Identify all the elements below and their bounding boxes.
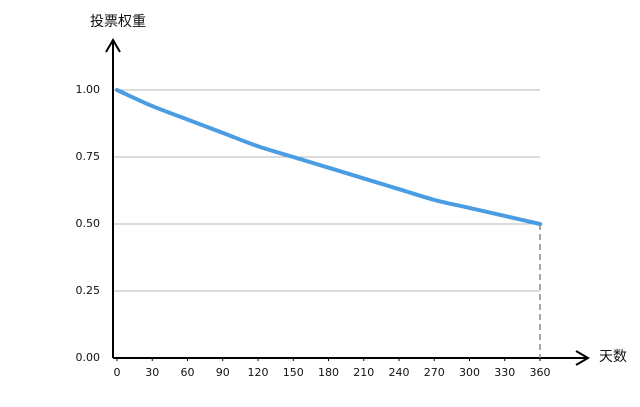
x-axis <box>113 350 590 366</box>
x-tick-label: 180 <box>318 366 339 379</box>
y-tick-label: 0.25 <box>76 284 101 297</box>
x-tick-label: 60 <box>181 366 195 379</box>
y-tick-label: 0.75 <box>76 150 101 163</box>
x-tick-label: 270 <box>424 366 445 379</box>
x-tick-label: 0 <box>114 366 121 379</box>
x-axis-label: 天数 <box>599 349 627 365</box>
y-tick-label: 0.50 <box>76 217 101 230</box>
y-axis <box>105 38 121 358</box>
x-tick-label: 240 <box>389 366 410 379</box>
y-tick-label: 1.00 <box>76 83 101 96</box>
x-tick-label: 330 <box>494 366 515 379</box>
x-tick-label: 30 <box>145 366 159 379</box>
x-tick-label: 210 <box>353 366 374 379</box>
x-tick-label: 360 <box>530 366 551 379</box>
x-tick-label: 150 <box>283 366 304 379</box>
data-line <box>115 88 542 226</box>
x-tick-label: 90 <box>216 366 230 379</box>
x-tick-label: 120 <box>248 366 269 379</box>
y-tick-label: 0.00 <box>76 351 101 364</box>
y-axis-label: 投票权重 <box>90 14 146 30</box>
x-tick-label: 300 <box>459 366 480 379</box>
